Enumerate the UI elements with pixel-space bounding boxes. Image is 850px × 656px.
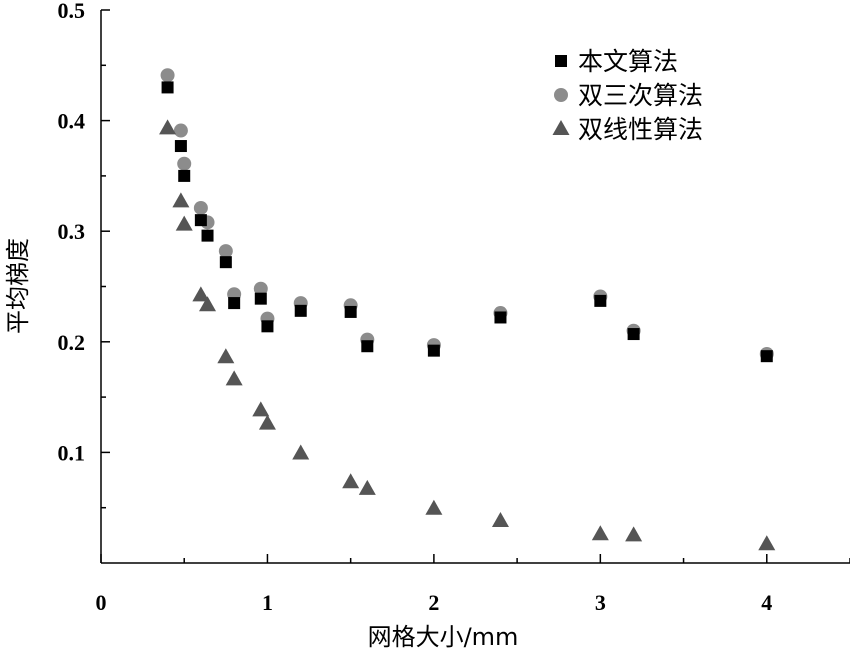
x-tick-label: 2 xyxy=(428,590,439,615)
data-point-triangle xyxy=(192,286,210,302)
data-point-triangle xyxy=(625,526,643,542)
data-point-square xyxy=(760,350,773,363)
data-point-square xyxy=(161,81,174,94)
data-point-circle xyxy=(218,244,233,259)
legend-label: 本文算法 xyxy=(578,47,678,76)
data-point-triangle xyxy=(591,525,609,541)
data-point-square xyxy=(219,256,232,269)
y-tick-label: 0.5 xyxy=(58,0,86,23)
data-point-triangle xyxy=(159,119,177,135)
legend-marker-circle xyxy=(554,88,568,102)
data-point-triangle xyxy=(225,370,243,386)
y-tick-label: 0.4 xyxy=(58,109,86,134)
data-point-circle xyxy=(160,68,175,83)
data-point-circle xyxy=(177,156,192,171)
y-tick-label: 0.3 xyxy=(58,219,86,244)
data-point-triangle xyxy=(175,215,193,231)
series-square xyxy=(161,81,773,363)
legend-marker-square xyxy=(555,55,567,67)
data-point-triangle xyxy=(199,296,217,312)
series-circle xyxy=(160,68,774,361)
legend-item: 双三次算法 xyxy=(554,81,703,110)
data-point-square xyxy=(361,340,374,353)
x-axis-title: 网格大小/mm xyxy=(368,623,519,651)
data-point-square xyxy=(194,214,207,227)
data-point-triangle xyxy=(758,535,776,551)
series-triangle xyxy=(159,119,776,551)
data-point-square xyxy=(228,297,241,310)
data-point-circle xyxy=(173,123,188,138)
data-point-square xyxy=(494,311,507,324)
data-point-square xyxy=(174,140,187,153)
data-point-circle xyxy=(253,281,268,296)
data-point-triangle xyxy=(252,401,270,417)
data-point-square xyxy=(201,229,214,242)
data-point-triangle xyxy=(292,444,310,460)
data-point-triangle xyxy=(172,192,190,208)
data-point-square xyxy=(254,292,267,305)
data-point-triangle xyxy=(425,499,443,515)
data-markers xyxy=(159,68,776,551)
data-point-square xyxy=(294,304,307,317)
data-point-triangle xyxy=(342,473,360,489)
data-point-triangle xyxy=(491,511,509,527)
data-point-square xyxy=(178,169,191,182)
legend-label: 双线性算法 xyxy=(578,115,703,144)
legend-marker-triangle xyxy=(552,120,570,135)
y-axis-title: 平均梯度 xyxy=(4,238,32,334)
data-point-square xyxy=(427,344,440,357)
legend-label: 双三次算法 xyxy=(578,81,703,110)
axes xyxy=(100,10,850,564)
x-tick-label: 3 xyxy=(595,590,606,615)
y-tick-label: 0.2 xyxy=(58,330,86,355)
data-point-triangle xyxy=(217,348,235,364)
data-point-square xyxy=(344,305,357,318)
x-tick-label: 1 xyxy=(262,590,273,615)
x-tick-label: 0 xyxy=(96,590,107,615)
data-point-circle xyxy=(193,200,208,215)
data-point-triangle xyxy=(258,414,276,430)
legend-item: 双线性算法 xyxy=(552,115,703,144)
data-point-square xyxy=(261,320,274,333)
x-tick-label: 4 xyxy=(761,590,772,615)
data-point-triangle xyxy=(358,479,376,495)
ticks: 0 1 2 3 4 0.1 0.2 0.3 0.4 0.5 xyxy=(58,0,850,615)
data-point-square xyxy=(594,294,607,307)
legend-item: 本文算法 xyxy=(555,47,678,76)
data-point-square xyxy=(627,328,640,341)
y-tick-label: 0.1 xyxy=(58,440,86,465)
